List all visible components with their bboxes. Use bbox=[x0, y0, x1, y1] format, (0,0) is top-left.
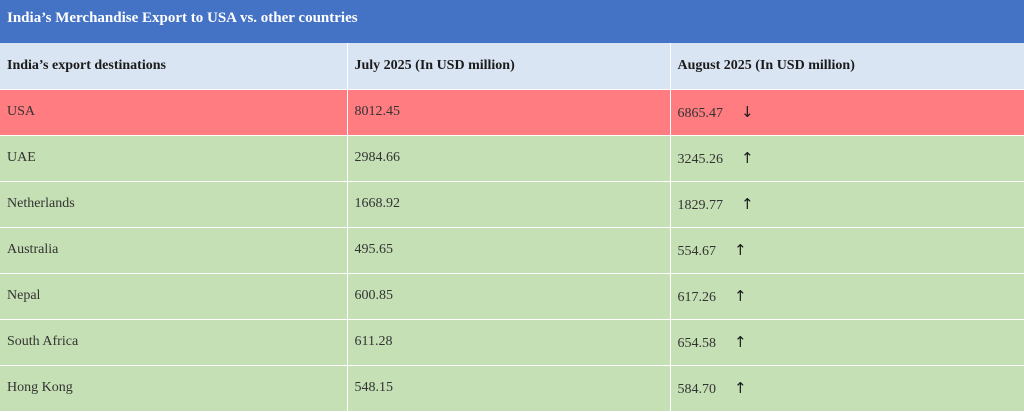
header-row: India’s export destinations July 2025 (I… bbox=[0, 43, 1024, 89]
table-body: USA 8012.45 6865.47 ↓ UAE 2984.66 3245.26… bbox=[0, 88, 1024, 411]
table-row: Hong Kong 548.15 584.70 ↑ bbox=[0, 364, 1024, 411]
august-value: 1829.77 bbox=[677, 197, 724, 213]
august-value-cell: 6865.47 ↓ bbox=[670, 88, 1024, 135]
header-july: July 2025 (In USD million) bbox=[347, 43, 671, 89]
header-destinations: India’s export destinations bbox=[0, 43, 348, 89]
table-row: USA 8012.45 6865.47 ↓ bbox=[0, 88, 1024, 135]
july-value-cell: 600.85 bbox=[347, 272, 671, 319]
country-cell: Hong Kong bbox=[0, 364, 348, 411]
july-value-cell: 611.28 bbox=[347, 318, 671, 365]
august-value-cell: 3245.26 ↑ bbox=[670, 134, 1024, 181]
august-value: 654.58 bbox=[677, 335, 717, 351]
august-value: 584.70 bbox=[677, 381, 717, 397]
country-cell: Netherlands bbox=[0, 180, 348, 227]
trend-arrow-icon: ↑ bbox=[734, 332, 747, 351]
country-cell: USA bbox=[0, 88, 348, 135]
export-table: India’s export destinations July 2025 (I… bbox=[0, 43, 1024, 411]
august-value: 6865.47 bbox=[677, 105, 724, 121]
august-value-cell: 654.58 ↑ bbox=[670, 318, 1024, 365]
trend-arrow-icon: ↑ bbox=[741, 148, 754, 167]
august-value: 3245.26 bbox=[677, 151, 724, 167]
country-cell: Nepal bbox=[0, 272, 348, 319]
country-cell: South Africa bbox=[0, 318, 348, 365]
table-row: Netherlands 1668.92 1829.77 ↑ bbox=[0, 180, 1024, 227]
august-value-cell: 617.26 ↑ bbox=[670, 272, 1024, 319]
header-august: August 2025 (In USD million) bbox=[670, 43, 1024, 89]
table-title: India’s Merchandise Export to USA vs. ot… bbox=[0, 0, 1024, 43]
trend-arrow-icon: ↑ bbox=[734, 378, 747, 397]
august-value-cell: 554.67 ↑ bbox=[670, 226, 1024, 273]
august-value: 554.67 bbox=[677, 243, 717, 259]
july-value-cell: 8012.45 bbox=[347, 88, 671, 135]
table-row: UAE 2984.66 3245.26 ↑ bbox=[0, 134, 1024, 181]
table-row: Australia 495.65 554.67 ↑ bbox=[0, 226, 1024, 273]
country-cell: UAE bbox=[0, 134, 348, 181]
trend-arrow-icon: ↑ bbox=[734, 240, 747, 259]
august-value-cell: 1829.77 ↑ bbox=[670, 180, 1024, 227]
table-row: South Africa 611.28 654.58 ↑ bbox=[0, 318, 1024, 365]
country-cell: Australia bbox=[0, 226, 348, 273]
august-value: 617.26 bbox=[677, 289, 717, 305]
table-row: Nepal 600.85 617.26 ↑ bbox=[0, 272, 1024, 319]
trend-arrow-icon: ↑ bbox=[734, 286, 747, 305]
july-value-cell: 495.65 bbox=[347, 226, 671, 273]
trend-arrow-icon: ↑ bbox=[741, 194, 754, 213]
july-value-cell: 2984.66 bbox=[347, 134, 671, 181]
august-value-cell: 584.70 ↑ bbox=[670, 364, 1024, 411]
july-value-cell: 548.15 bbox=[347, 364, 671, 411]
trend-arrow-icon: ↓ bbox=[741, 102, 754, 121]
july-value-cell: 1668.92 bbox=[347, 180, 671, 227]
